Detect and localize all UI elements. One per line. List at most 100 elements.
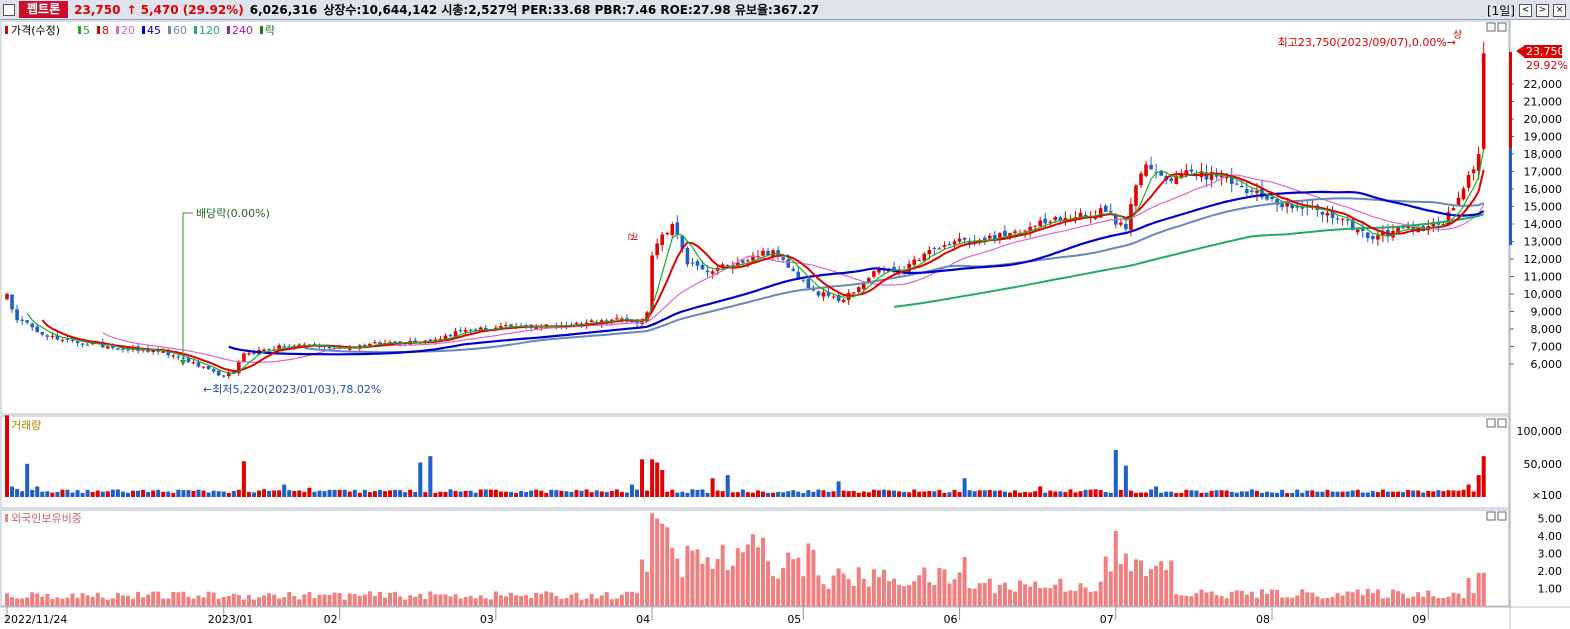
- volume-bar: [685, 492, 690, 497]
- volume-bar: [50, 492, 55, 497]
- foreign-bar: [352, 594, 357, 606]
- foreign-bar: [539, 593, 544, 606]
- candle-body: [504, 325, 508, 327]
- price-tick-label: 12,000: [1524, 253, 1563, 266]
- current-price: 23,750: [74, 2, 121, 17]
- volume-bar: [80, 492, 85, 497]
- volume-panel-controls[interactable]: [1486, 418, 1507, 428]
- candle-body: [1119, 222, 1123, 225]
- stock-name[interactable]: 펩트론: [19, 1, 69, 18]
- volume-tick-label: ×100: [1532, 489, 1562, 502]
- candle-body: [1376, 235, 1380, 240]
- volume-bar: [1184, 489, 1189, 497]
- foreign-bar: [171, 591, 176, 606]
- candle-body: [45, 335, 50, 337]
- price-tick-label: 9,000: [1531, 306, 1563, 319]
- volume-bar: [604, 492, 609, 497]
- legend-ma-240: 240: [232, 24, 253, 37]
- volume-bar: [977, 490, 982, 497]
- period-selector[interactable]: [1일]: [1486, 4, 1515, 18]
- foreign-bar: [1254, 597, 1259, 606]
- foreign-bar: [80, 593, 85, 606]
- candle-body: [1280, 203, 1284, 208]
- foreign-bar: [372, 596, 377, 606]
- foreign-bar: [1108, 571, 1113, 606]
- candle-body: [761, 250, 765, 256]
- foreign-bar: [796, 557, 801, 606]
- foreign-bar: [433, 594, 438, 606]
- volume-bar: [10, 486, 15, 497]
- foreign-bar: [987, 578, 992, 606]
- foreign-bar: [1391, 589, 1395, 606]
- foreign-bar: [1159, 561, 1164, 606]
- volume-bar: [292, 490, 297, 497]
- candle-body: [665, 233, 670, 235]
- next-button[interactable]: >: [1536, 4, 1549, 17]
- candle-body: [1345, 219, 1350, 221]
- foreign-bar: [861, 578, 866, 606]
- volume-axis: 100,000 50,000 ×100: [1517, 425, 1563, 502]
- foreign-bar: [826, 588, 831, 606]
- volume-bar: [1058, 491, 1063, 497]
- candle-body: [327, 346, 332, 349]
- foreign-bar: [478, 595, 483, 606]
- foreign-bar: [574, 592, 579, 606]
- foreign-panel-controls[interactable]: [1486, 511, 1507, 521]
- candle-body: [1048, 221, 1053, 223]
- volume-bar: [614, 489, 619, 497]
- foreign-bar: [952, 579, 957, 606]
- prev-button[interactable]: <: [1519, 4, 1532, 17]
- candle-body: [872, 271, 876, 277]
- select-checkbox[interactable]: [3, 3, 15, 16]
- foreign-bar: [448, 596, 453, 606]
- foreign-bar: [635, 593, 639, 606]
- candle-body: [1471, 169, 1476, 174]
- close-button[interactable]: ×: [1553, 4, 1566, 17]
- volume-bar: [1249, 489, 1254, 497]
- volume-bar: [448, 489, 453, 497]
- candle-body: [1209, 171, 1214, 181]
- candle-body: [1008, 233, 1012, 237]
- volume-bar: [962, 478, 967, 497]
- candle-body: [378, 342, 382, 345]
- volume-bar: [1098, 490, 1103, 497]
- price-panel-controls[interactable]: [1486, 22, 1507, 32]
- legend-rak-swatch: [260, 26, 263, 34]
- foreign-bar: [1456, 593, 1461, 606]
- foreign-bar: [962, 557, 967, 606]
- moving-averages: [26, 147, 1485, 375]
- volume-bar: [942, 492, 947, 497]
- volume-bar: [55, 491, 60, 497]
- volume-bar: [957, 492, 962, 497]
- volume-bar: [100, 491, 105, 497]
- candle-body: [1003, 230, 1007, 237]
- foreign-bar: [1370, 593, 1375, 606]
- foreign-bar: [1259, 589, 1264, 606]
- candle-body: [690, 262, 695, 264]
- foreign-bar: [493, 591, 498, 606]
- volume-bar: [866, 492, 871, 497]
- volume-bar: [1280, 489, 1285, 497]
- foreign-tick-label: 4.00: [1538, 530, 1563, 543]
- candle-body: [85, 344, 90, 346]
- price-tick-label: 16,000: [1524, 183, 1563, 196]
- candle-body: [242, 353, 246, 363]
- stock-chart[interactable]: 가격(수정) 5 8 20 45 60 120 240 락 거래량 외국인보유비중 최고23,…: [0, 20, 1570, 629]
- volume-bar: [221, 491, 226, 497]
- volume-bar: [478, 489, 483, 497]
- foreign-bar: [1184, 595, 1189, 606]
- candle-body: [725, 265, 730, 267]
- candle-body: [620, 318, 624, 320]
- volume-bar: [483, 489, 488, 497]
- legend-ma-swatch-20: [116, 26, 119, 34]
- volume-bar: [498, 491, 503, 497]
- legend-ma-swatch-240: [227, 26, 230, 34]
- foreign-bar: [20, 598, 25, 606]
- foreign-bar: [619, 594, 624, 606]
- volume-bar: [1259, 492, 1264, 497]
- volume-bar: [362, 489, 367, 497]
- volume-bar: [131, 490, 135, 497]
- foreign-bar: [1239, 590, 1244, 606]
- trade-volume: 6,026,316: [249, 2, 318, 17]
- volume-bar: [655, 462, 660, 497]
